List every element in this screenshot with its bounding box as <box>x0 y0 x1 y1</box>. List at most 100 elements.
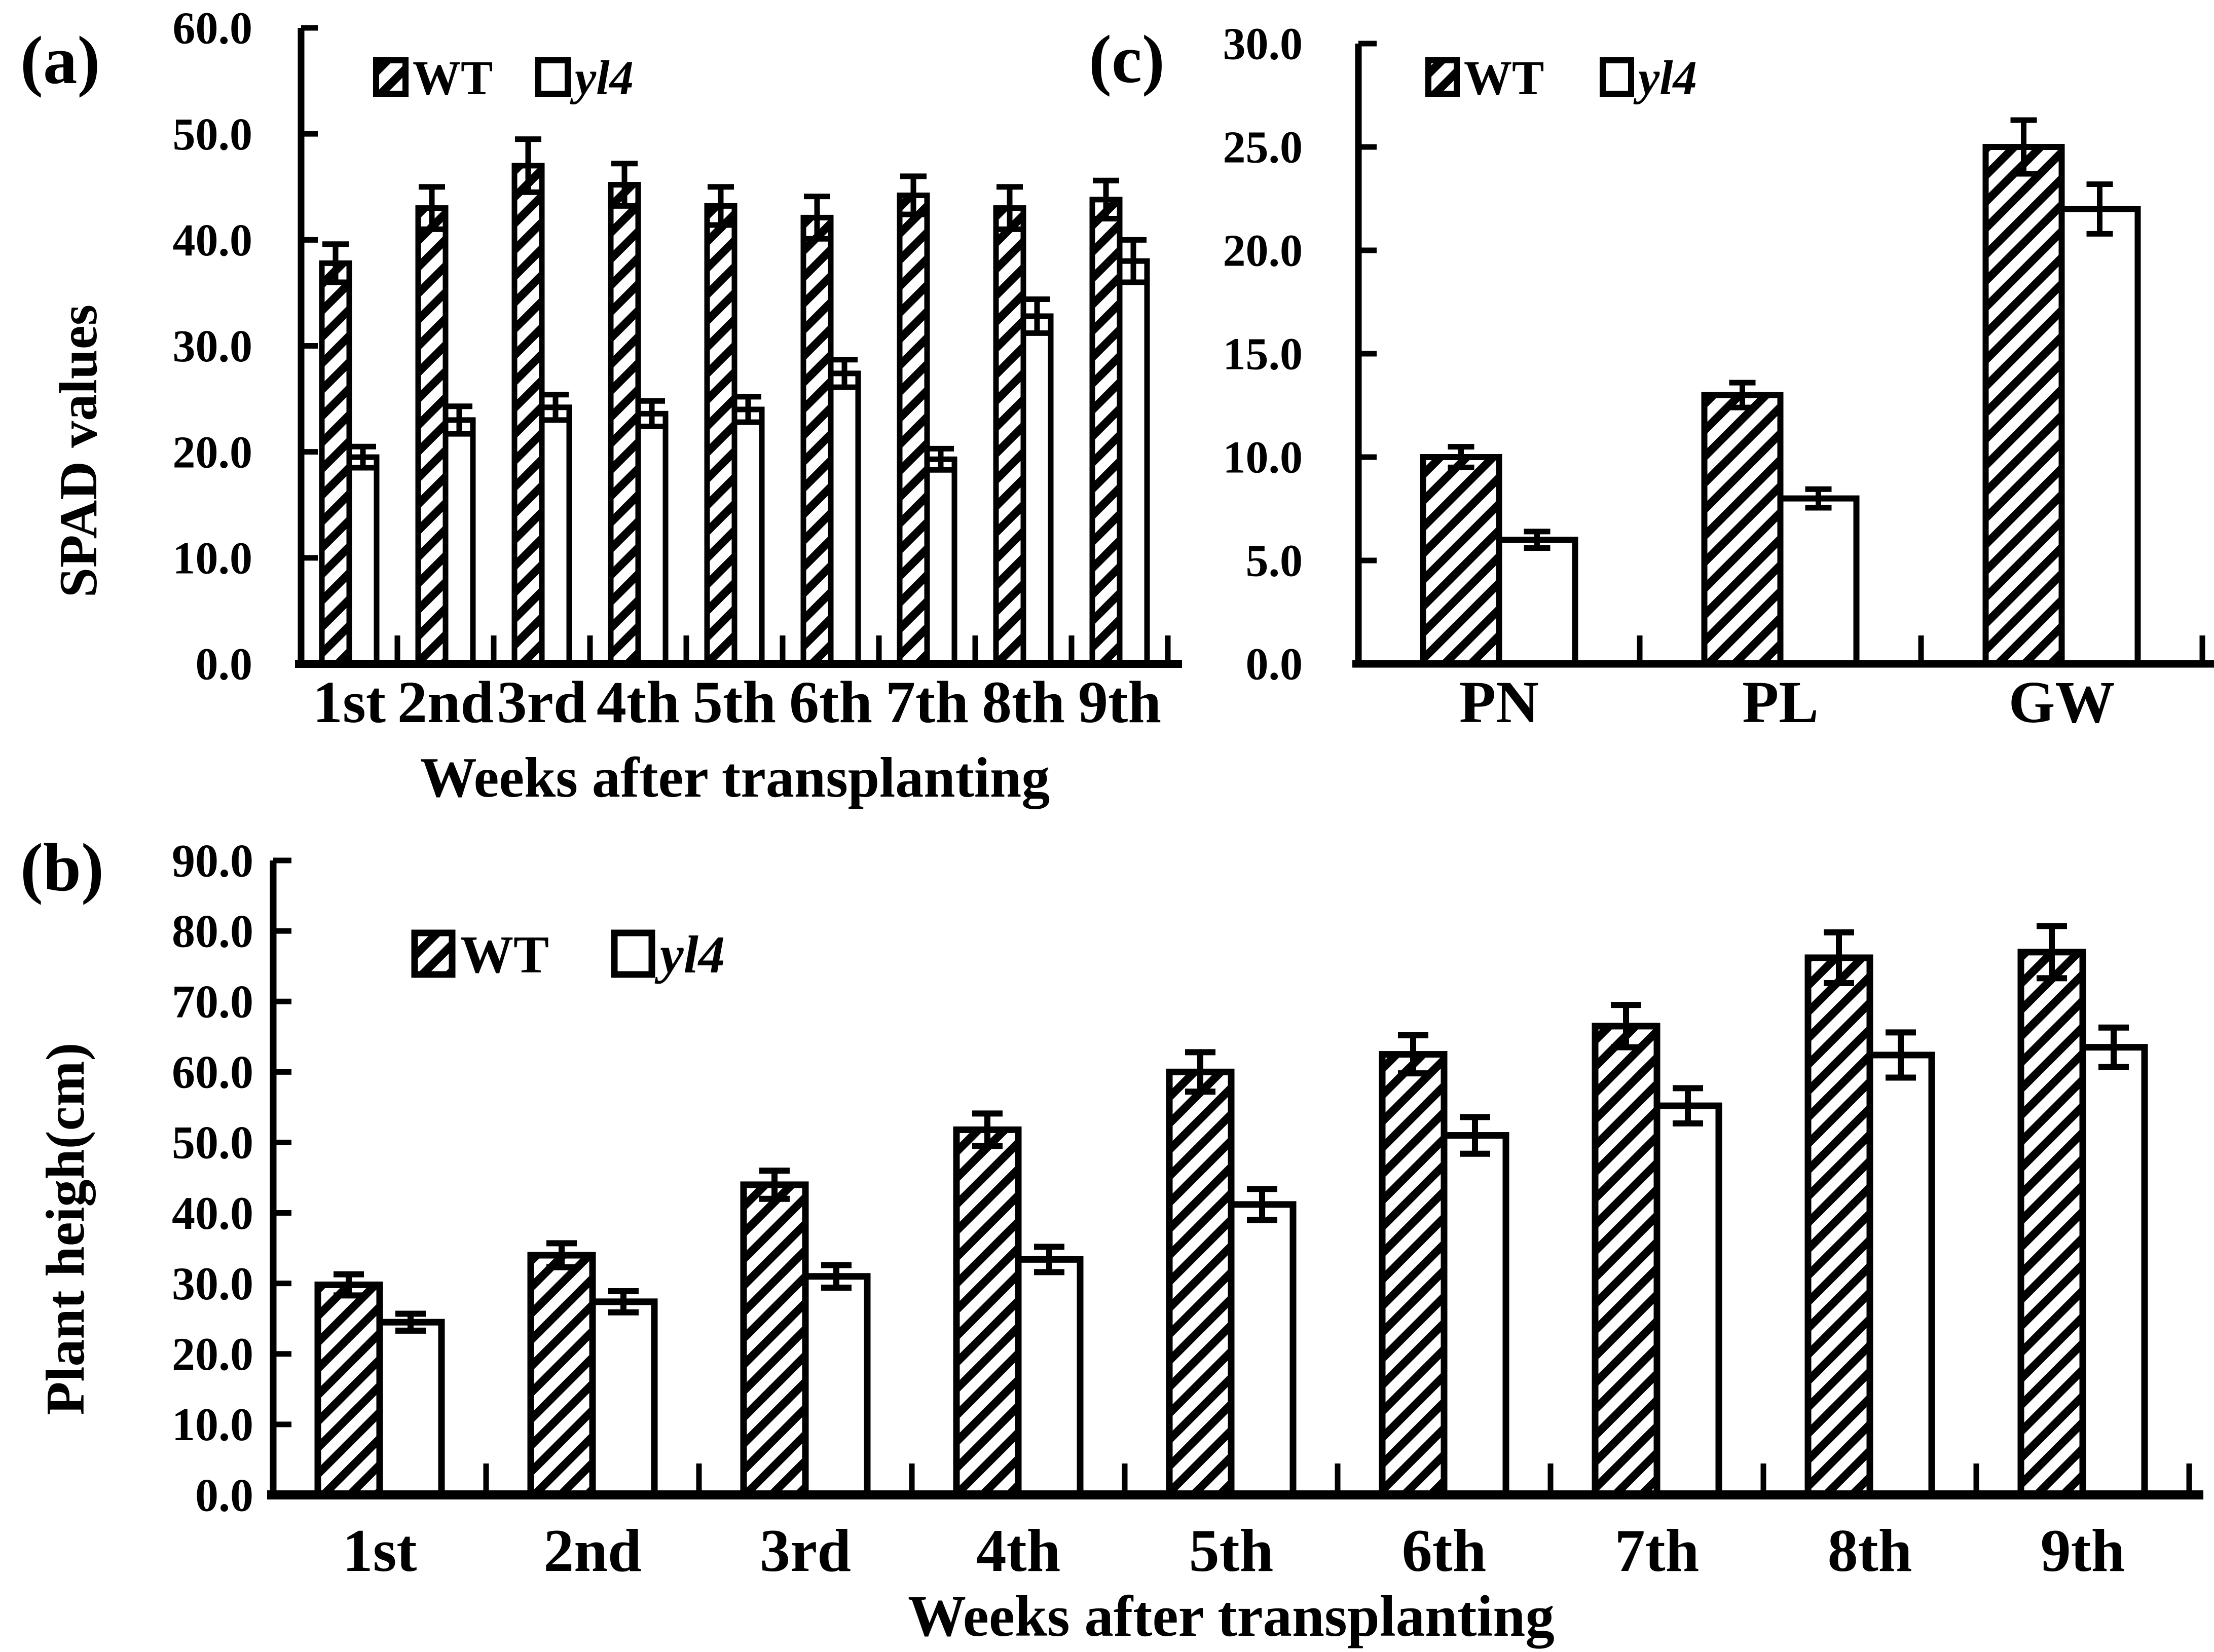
legend-label-WT: WT <box>413 51 493 104</box>
bar-yl4-5th <box>731 406 765 667</box>
bar-yl4-3rd <box>802 1273 871 1498</box>
bar-yl4-1st <box>346 454 380 667</box>
chart-a: 1st 2nd 3rd 4th 5th 6th 7th 8th 9th 0.0 10.0 20.0 30… <box>49 4 1182 809</box>
bar-WT-3rd <box>740 1181 809 1498</box>
x-category-label: 5th <box>1189 1517 1274 1584</box>
y-tick-label: 60.0 <box>172 1046 253 1098</box>
legend-swatch-yl4-open-icon <box>1600 57 1634 97</box>
bar-yl4-1st <box>376 1319 445 1498</box>
legend-swatch-yl4-open-icon <box>535 57 571 97</box>
y-tick-label: 50.0 <box>173 109 253 160</box>
bar-yl4-9th <box>1117 258 1150 667</box>
y-tick-label: 60.0 <box>173 4 253 54</box>
legend-swatch-WT-hatched-icon <box>411 929 456 978</box>
x-category-label: 7th <box>885 669 969 735</box>
bar-yl4-8th <box>1866 1052 1935 1498</box>
bar-yl4-PL <box>1777 495 1860 667</box>
bar-WT-2nd <box>527 1252 596 1498</box>
x-category-label: 3rd <box>760 1517 851 1584</box>
bar-yl4-6th <box>1441 1132 1509 1498</box>
bar-yl4-4th <box>635 410 669 667</box>
x-category-label: GW <box>2009 669 2115 735</box>
bar-WT-2nd <box>415 205 449 667</box>
y-tick-label: 15.0 <box>1223 329 1303 380</box>
legend-label-yl4: yl4 <box>1633 51 1697 104</box>
bar-WT-4th <box>608 182 641 667</box>
y-tick-label: 20.0 <box>173 427 253 477</box>
legend-label-yl4: yl4 <box>570 51 634 104</box>
y-tick-label: 20.0 <box>172 1328 253 1380</box>
bar-WT-1st <box>319 260 352 667</box>
x-category-label: 9th <box>1078 669 1161 735</box>
x-category-label: 3rd <box>497 669 587 735</box>
bar-yl4-9th <box>2079 1044 2148 1498</box>
chart-b: 1st 2nd 3rd 4th 5th 6th 7th 8th 9th 0.0 10.0 20.0 30… <box>35 835 2203 1648</box>
y-tick-label: 25.0 <box>1223 123 1303 173</box>
bar-WT-1st <box>314 1281 383 1498</box>
bar-WT-7th <box>1592 1023 1660 1498</box>
y-tick-label: 0.0 <box>195 1469 253 1521</box>
y-axis-title: Plant heigh(cm) <box>35 1043 96 1415</box>
bar-WT-9th <box>2017 949 2086 1498</box>
y-tick-label: 80.0 <box>172 905 253 957</box>
x-category-label: 6th <box>789 669 872 735</box>
x-category-label: 7th <box>1615 1517 1700 1584</box>
legend-label-WT: WT <box>1464 51 1544 104</box>
x-axis-title: Weeks after transplanting <box>420 746 1050 809</box>
legend-label-yl4: yl4 <box>654 925 725 984</box>
legend-swatch-WT-hatched-icon <box>373 57 409 97</box>
bar-WT-8th <box>1804 954 1873 1498</box>
bar-WT-6th <box>800 214 834 667</box>
y-tick-label: 10.0 <box>172 1399 253 1450</box>
legend-swatch-WT-hatched-icon <box>1425 57 1460 97</box>
x-axis-title: Weeks after transplanting <box>908 1584 1555 1648</box>
y-tick-label: 5.0 <box>1246 536 1303 586</box>
panel-label-b: (b) <box>20 830 104 906</box>
bar-WT-5th <box>704 203 737 667</box>
y-tick-label: 0.0 <box>1246 640 1303 690</box>
bar-WT-7th <box>897 192 930 667</box>
x-category-label: 1st <box>343 1517 417 1584</box>
y-tick-label: 50.0 <box>172 1117 253 1169</box>
y-tick-label: 10.0 <box>1223 433 1303 483</box>
x-category-label: PN <box>1459 669 1539 735</box>
bar-WT-8th <box>993 205 1026 667</box>
x-category-label: 2nd <box>397 669 494 735</box>
x-category-label: 1st <box>313 669 386 735</box>
x-category-label: 4th <box>976 1517 1061 1584</box>
x-category-label: 8th <box>982 669 1065 735</box>
bar-WT-PL <box>1701 392 1784 667</box>
y-tick-label: 20.0 <box>1223 226 1303 276</box>
bar-yl4-3rd <box>539 404 572 667</box>
bar-yl4-2nd <box>589 1298 658 1498</box>
y-tick-label: 10.0 <box>173 533 253 583</box>
y-tick-label: 0.0 <box>196 640 253 690</box>
bar-WT-9th <box>1089 197 1123 667</box>
bar-WT-5th <box>1166 1068 1235 1498</box>
bar-WT-4th <box>953 1126 1022 1498</box>
bar-yl4-5th <box>1228 1201 1297 1498</box>
y-tick-label: 70.0 <box>172 976 253 1028</box>
y-axis-title: SPAD values <box>49 305 108 597</box>
bar-yl4-2nd <box>442 417 476 667</box>
bar-yl4-PN <box>1496 537 1578 667</box>
x-category-label: 8th <box>1828 1517 1912 1584</box>
legend-label-WT: WT <box>460 925 549 984</box>
bar-WT-GW <box>1982 144 2065 667</box>
y-tick-label: 40.0 <box>172 1187 253 1239</box>
bar-yl4-7th <box>1653 1102 1722 1498</box>
y-tick-label: 90.0 <box>172 835 253 886</box>
y-tick-label: 30.0 <box>172 1258 253 1309</box>
x-category-label: 9th <box>2041 1517 2125 1584</box>
bar-yl4-7th <box>924 456 957 667</box>
x-category-label: 2nd <box>543 1517 641 1584</box>
bar-yl4-4th <box>1015 1256 1084 1498</box>
bar-yl4-GW <box>2058 206 2141 667</box>
bar-yl4-8th <box>1020 313 1054 667</box>
bar-yl4-6th <box>828 370 861 667</box>
panel-label-c: (c) <box>1089 22 1165 97</box>
y-tick-label: 30.0 <box>1223 19 1303 69</box>
x-category-label: PL <box>1742 669 1819 735</box>
